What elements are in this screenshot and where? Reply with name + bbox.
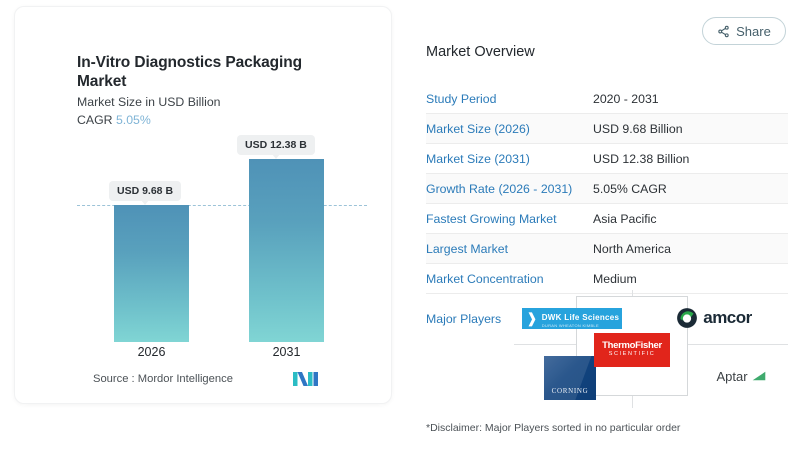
thermofisher-logo-name: ThermoFisher: [602, 340, 662, 352]
chart-cagr-label: CAGR: [77, 113, 113, 127]
mordor-intelligence-logo: [293, 372, 318, 386]
amcor-mark-icon: [677, 308, 698, 328]
chart-subtitle: Market Size in USD Billion: [77, 95, 221, 109]
x-axis-label-2026: 2026: [137, 345, 166, 359]
share-button-label: Share: [736, 23, 771, 39]
bar-2031[interactable]: [249, 159, 324, 342]
amcor-logo-name: amcor: [703, 308, 752, 327]
player-logo-amcor: amcor: [654, 300, 774, 336]
row-value: 5.05% CAGR: [593, 181, 667, 196]
reference-dashed-line: [77, 205, 367, 206]
major-players-label: Major Players: [426, 312, 502, 326]
bar-label-2031: USD 12.38 B: [237, 135, 315, 159]
player-logo-dwk: ❱ DWK Life Sciences DURAN WHEATON KIMBLE: [516, 302, 628, 334]
player-logo-thermofisher: ThermoFisher SCIENTIFIC: [576, 324, 688, 376]
chart-source: Source : Mordor Intelligence: [93, 373, 233, 385]
row-value: Asia Pacific: [593, 211, 657, 226]
bar-label-2026: USD 9.68 B: [109, 181, 182, 205]
row-key: Growth Rate (2026 - 2031): [426, 181, 573, 196]
share-button[interactable]: Share: [702, 17, 786, 45]
row-value: North America: [593, 241, 671, 256]
share-nodes-icon: [718, 25, 729, 37]
chart-cagr: CAGR 5.05%: [77, 113, 151, 127]
table-row: Market Size (2031) USD 12.38 Billion: [426, 144, 788, 174]
row-value: USD 12.38 Billion: [593, 151, 690, 166]
major-players-grid: ❱ DWK Life Sciences DURAN WHEATON KIMBLE…: [514, 290, 788, 408]
dwk-logo-subtitle: DURAN WHEATON KIMBLE: [541, 323, 599, 328]
table-row: Growth Rate (2026 - 2031) 5.05% CAGR: [426, 174, 788, 204]
row-value: Medium: [593, 271, 637, 286]
aptar-logo-name: Aptar: [716, 368, 748, 384]
dwk-bracket-icon: ❱: [526, 310, 538, 326]
table-row: Fastest Growing Market Asia Pacific: [426, 204, 788, 234]
corning-logo-name: CORNING: [551, 387, 589, 395]
player-logo-aptar: Aptar: [698, 356, 784, 396]
row-value: 2020 - 2031: [593, 91, 659, 106]
dwk-logo-name: DWK Life Sciences: [541, 313, 620, 322]
row-key: Largest Market: [426, 241, 509, 256]
aptar-triangle-icon: [752, 371, 765, 381]
chart-cagr-value: 5.05%: [115, 113, 151, 127]
market-overview-panel: Market Overview Study Period 2020 - 2031…: [426, 44, 788, 408]
row-key: Market Concentration: [426, 271, 544, 286]
row-value: USD 9.68 Billion: [593, 121, 683, 136]
thermofisher-logo-subtitle: SCIENTIFIC: [608, 351, 656, 358]
disclaimer-text: *Disclaimer: Major Players sorted in no …: [426, 422, 681, 434]
table-row: Market Concentration Medium: [426, 264, 788, 294]
bar-2026[interactable]: [114, 205, 189, 342]
bar-chart-plot: USD 9.68 B USD 12.38 B 2026 2031: [77, 135, 367, 359]
row-key: Market Size (2026): [426, 121, 530, 136]
row-key: Fastest Growing Market: [426, 211, 557, 226]
table-row: Market Size (2026) USD 9.68 Billion: [426, 114, 788, 144]
chart-card: In-Vitro Diagnostics Packaging Market Ma…: [14, 6, 392, 404]
row-key: Market Size (2031): [426, 151, 530, 166]
panel-title: Market Overview: [426, 44, 535, 60]
table-row: Study Period 2020 - 2031: [426, 84, 788, 114]
table-row: Largest Market North America: [426, 234, 788, 264]
player-logo-corning: CORNING: [520, 352, 620, 404]
x-axis-label-2031: 2031: [272, 345, 301, 359]
overview-table: Study Period 2020 - 2031 Market Size (20…: [426, 84, 788, 294]
row-key: Study Period: [426, 91, 497, 106]
chart-title: In-Vitro Diagnostics Packaging Market: [77, 54, 302, 90]
